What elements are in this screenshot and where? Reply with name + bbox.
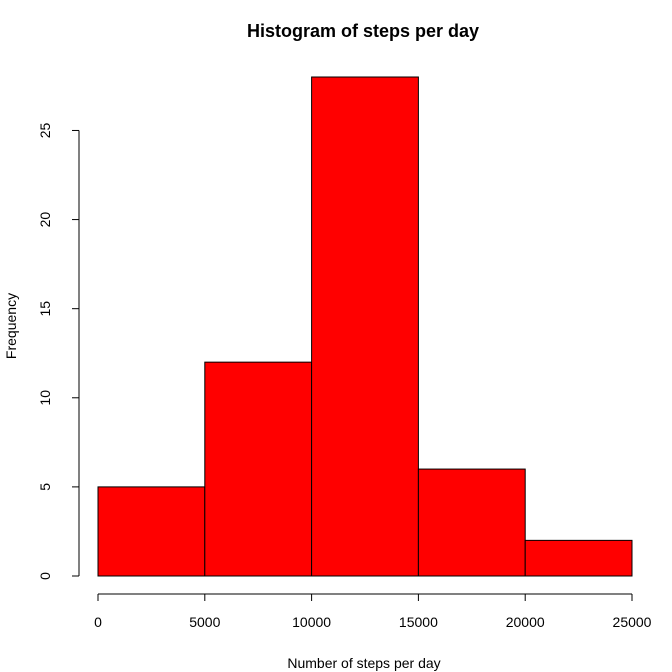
histogram-bar-4 — [524, 539, 633, 577]
x-axis-label: Number of steps per day — [287, 655, 440, 671]
bars-group — [97, 76, 633, 577]
histogram-bar-3 — [417, 468, 526, 577]
y-tick-label-4: 20 — [37, 212, 53, 228]
x-tick-label-4: 20000 — [506, 614, 545, 630]
y-axis-label: Frequency — [3, 293, 19, 359]
x-tick-label-1: 5000 — [189, 614, 220, 630]
x-tick-label-3: 15000 — [399, 614, 438, 630]
y-tick-label-0: 0 — [37, 572, 53, 580]
y-tick-label-5: 25 — [37, 122, 53, 138]
x-axis: 0 5000 10000 15000 20000 25000 — [94, 593, 652, 630]
y-tick-label-1: 5 — [37, 483, 53, 491]
y-axis: 0 5 10 15 20 25 — [37, 122, 80, 580]
histogram-bar-2 — [311, 76, 419, 577]
chart-title: Histogram of steps per day — [247, 21, 479, 41]
x-tick-label-5: 25000 — [613, 614, 652, 630]
histogram-bar-1 — [204, 361, 313, 577]
x-tick-label-0: 0 — [94, 614, 102, 630]
x-tick-label-2: 10000 — [292, 614, 331, 630]
y-tick-label-3: 15 — [37, 301, 53, 317]
histogram-bar-0 — [97, 486, 206, 577]
y-tick-label-2: 10 — [37, 390, 53, 406]
